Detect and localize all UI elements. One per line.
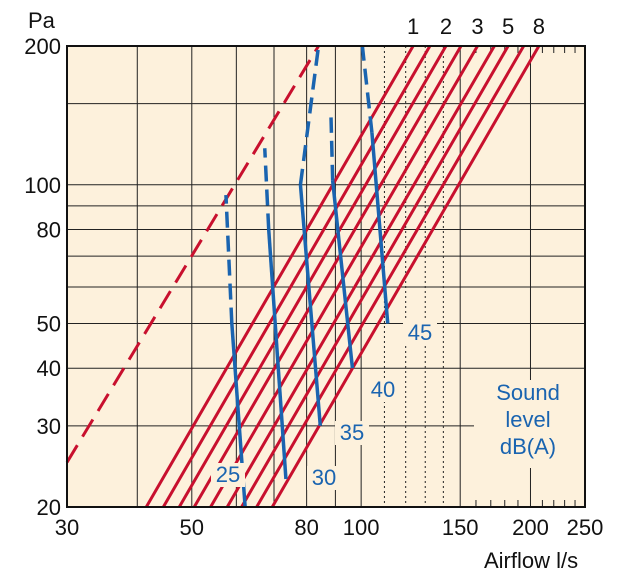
damper-line xyxy=(255,45,525,508)
sound-label-backdrop xyxy=(366,378,400,402)
annotation-line-3: dB(A) xyxy=(500,434,556,459)
sound-label-backdrop xyxy=(403,321,437,345)
x-tick-label: 30 xyxy=(55,515,79,540)
sound-line-dashed xyxy=(224,194,234,324)
sound-line-solid xyxy=(266,229,288,480)
damper-line xyxy=(144,45,415,508)
damper-line xyxy=(270,45,541,508)
sound-line-dashed xyxy=(263,148,271,230)
damper-line xyxy=(162,45,432,508)
sound-level-annotation: Sound level dB(A) xyxy=(474,380,584,468)
sound-line-solid xyxy=(330,180,355,369)
y-tick-label: 80 xyxy=(37,217,61,242)
sound-level-label: 30 xyxy=(312,465,336,490)
sound-label-backdrop xyxy=(335,421,369,445)
y-axis-title: Pa xyxy=(28,8,56,33)
sound-line-solid xyxy=(370,132,390,324)
annotation-line-1: Sound xyxy=(496,380,560,405)
extrapolated-damper-line xyxy=(65,45,320,464)
x-tick-label: 100 xyxy=(343,515,380,540)
y-tick-label: 200 xyxy=(24,34,61,59)
sound-level-label: 45 xyxy=(408,320,432,345)
damper-line xyxy=(240,45,510,508)
damper-setting-label: 1 xyxy=(407,14,419,39)
sound-label-backdrop xyxy=(211,463,245,487)
x-tick-label: 250 xyxy=(567,515,604,540)
damper-line xyxy=(225,45,496,508)
y-tick-label: 20 xyxy=(37,495,61,520)
x-tick-label: 150 xyxy=(442,515,479,540)
sound-level-label: 40 xyxy=(371,377,395,402)
damper-setting-label: 3 xyxy=(471,14,483,39)
extrapolated-line xyxy=(65,45,320,464)
plot-frame xyxy=(66,45,586,508)
sound-level-label: 25 xyxy=(216,462,240,487)
x-axis-title: Airflow l/s xyxy=(484,548,578,573)
damper-setting-label: 8 xyxy=(533,14,545,39)
sound-line-dashed xyxy=(360,45,374,133)
sound-level-label: 35 xyxy=(340,420,364,445)
y-tick-label: 30 xyxy=(37,414,61,439)
damper-lines xyxy=(144,45,541,508)
x-tick-label: 80 xyxy=(294,515,318,540)
sound-line-solid xyxy=(298,184,323,426)
x-tick-label: 200 xyxy=(512,515,549,540)
sound-label-backdrop xyxy=(307,466,341,490)
annotation-backdrop xyxy=(474,380,584,468)
y-tick-label: 100 xyxy=(24,173,61,198)
annotation-line-2: level xyxy=(505,407,550,432)
x-tick-label: 50 xyxy=(180,515,204,540)
damper-setting-label: 5 xyxy=(502,14,514,39)
sound-line-dashed xyxy=(329,117,335,181)
y-tick-label: 50 xyxy=(37,312,61,337)
damper-line xyxy=(177,45,448,508)
damper-setting-label: 2 xyxy=(440,14,452,39)
y-tick-label: 40 xyxy=(37,356,61,381)
